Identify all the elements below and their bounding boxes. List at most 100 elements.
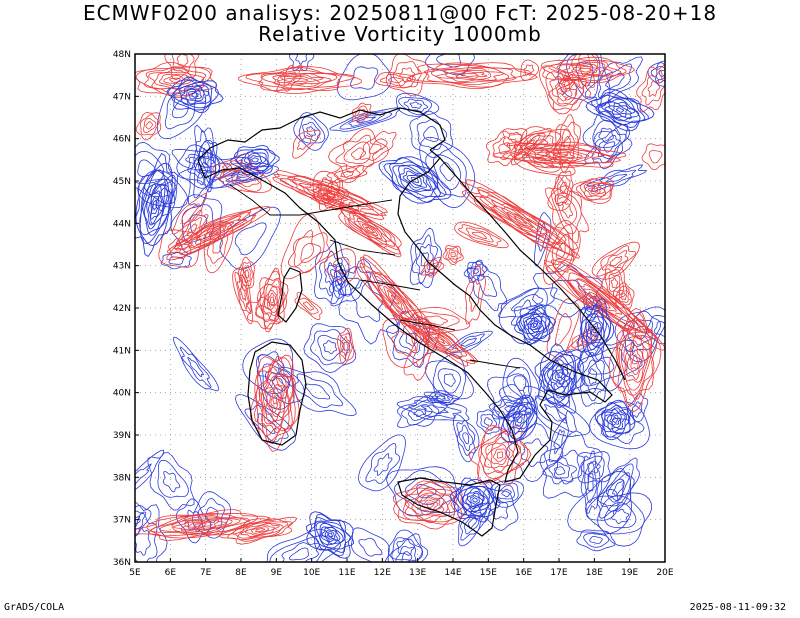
lon-tick-label: 18E [586,568,603,578]
positive-contour-line [469,280,481,312]
negative-vorticity-core [150,195,160,215]
negative-vorticity-core [516,306,554,344]
negative-contour-line [298,116,326,144]
negative-contour-line [554,466,566,476]
positive-vorticity-band [250,526,270,534]
positive-vorticity-band [434,67,506,83]
negative-vorticity-core [540,351,584,405]
lon-tick-label: 12E [374,568,391,578]
positive-contour-line [601,250,629,272]
negative-contour-line [407,404,433,421]
positive-vorticity-band [553,266,647,334]
positive-vorticity-band [421,499,439,511]
positive-contour-line [145,121,153,130]
negative-contour-line [218,165,272,186]
negative-contour-line [415,243,434,275]
positive-vorticity-band [477,426,529,484]
positive-contour-line [519,134,541,154]
negative-vorticity-core [514,413,526,427]
positive-vorticity-band [591,187,599,193]
positive-vorticity-band [390,294,400,305]
negative-contour-line [416,118,448,151]
negative-contour-line [653,320,665,337]
lon-tick-label: 11E [338,568,355,578]
positive-vorticity-band [588,185,602,195]
positive-vorticity-band [567,272,641,331]
negative-vorticity-core [513,304,557,346]
lon-tick-label: 20E [656,568,673,578]
negative-vorticity-core [596,401,632,438]
positive-contour-line [561,201,573,219]
negative-contour-line [612,480,625,497]
positive-vorticity-band [576,279,630,323]
positive-vorticity-band [383,285,407,315]
positive-contour-line [242,265,252,284]
positive-vorticity-band [305,184,355,206]
positive-vorticity-band [360,256,430,344]
positive-vorticity-contours [135,54,665,545]
lon-tick-label: 7E [200,568,212,578]
negative-vorticity-core [585,313,605,347]
negative-vorticity-core [465,491,485,509]
positive-contour-line [171,54,195,74]
positive-vorticity-band [183,215,247,249]
negative-contour-line [266,528,342,562]
positive-contour-line [335,134,382,173]
positive-contour-line [420,256,445,278]
positive-vorticity-band [393,480,467,530]
positive-vorticity-band [490,444,511,466]
lat-tick-label: 39N [113,431,131,441]
positive-vorticity-band [627,345,643,375]
negative-contour-line [458,424,474,452]
negative-contour-line [171,148,229,173]
positive-vorticity-band [466,187,576,256]
negative-vorticity-core [309,517,351,553]
lat-tick-label: 42N [113,304,131,314]
positive-contour-line [359,130,397,161]
positive-vorticity-band [553,153,568,157]
lat-tick-label: 43N [113,262,131,272]
positive-contour-line [350,147,367,161]
negative-contour-line [544,404,568,424]
negative-contour-line [135,150,165,184]
positive-vorticity-band [486,441,514,469]
negative-vorticity-core [402,170,428,189]
negative-contour-line [269,535,330,562]
positive-vorticity-band [408,62,532,88]
positive-vorticity-band [544,152,576,158]
positive-contour-line [545,71,578,107]
positive-contour-line [532,138,549,149]
negative-vorticity-core [529,319,541,331]
negative-vorticity-core [461,486,490,512]
negative-contour-line [386,466,465,517]
positive-contour-line [219,162,272,194]
positive-vorticity-band [202,225,228,239]
negative-contour-line [458,502,492,547]
negative-vorticity-core [595,94,646,126]
positive-contour-line [612,282,635,309]
negative-contour-line [605,173,628,183]
positive-vorticity-band [583,183,607,197]
negative-contour-line [413,408,427,418]
positive-vorticity-band [258,69,342,91]
positive-vorticity-band [173,209,257,255]
negative-vorticity-core [185,88,205,102]
positive-vorticity-band [245,67,355,92]
positive-contour-line [244,269,250,279]
negative-contour-line [403,98,428,112]
negative-contour-line [584,461,597,503]
negative-contour-line [137,169,188,209]
negative-vorticity-core [602,407,628,433]
negative-contour-line [534,395,577,433]
negative-vorticity-core [554,368,566,382]
negative-vorticity-core [532,322,538,328]
footer-software-label: GrADS/COLA [4,602,65,613]
negative-contour-line [350,279,384,323]
lon-tick-label: 14E [444,568,461,578]
positive-contour-line [591,241,640,280]
positive-vorticity-band [283,76,317,84]
positive-contour-line [238,256,255,291]
negative-contour-line [168,256,184,265]
positive-vorticity-band [575,178,613,201]
